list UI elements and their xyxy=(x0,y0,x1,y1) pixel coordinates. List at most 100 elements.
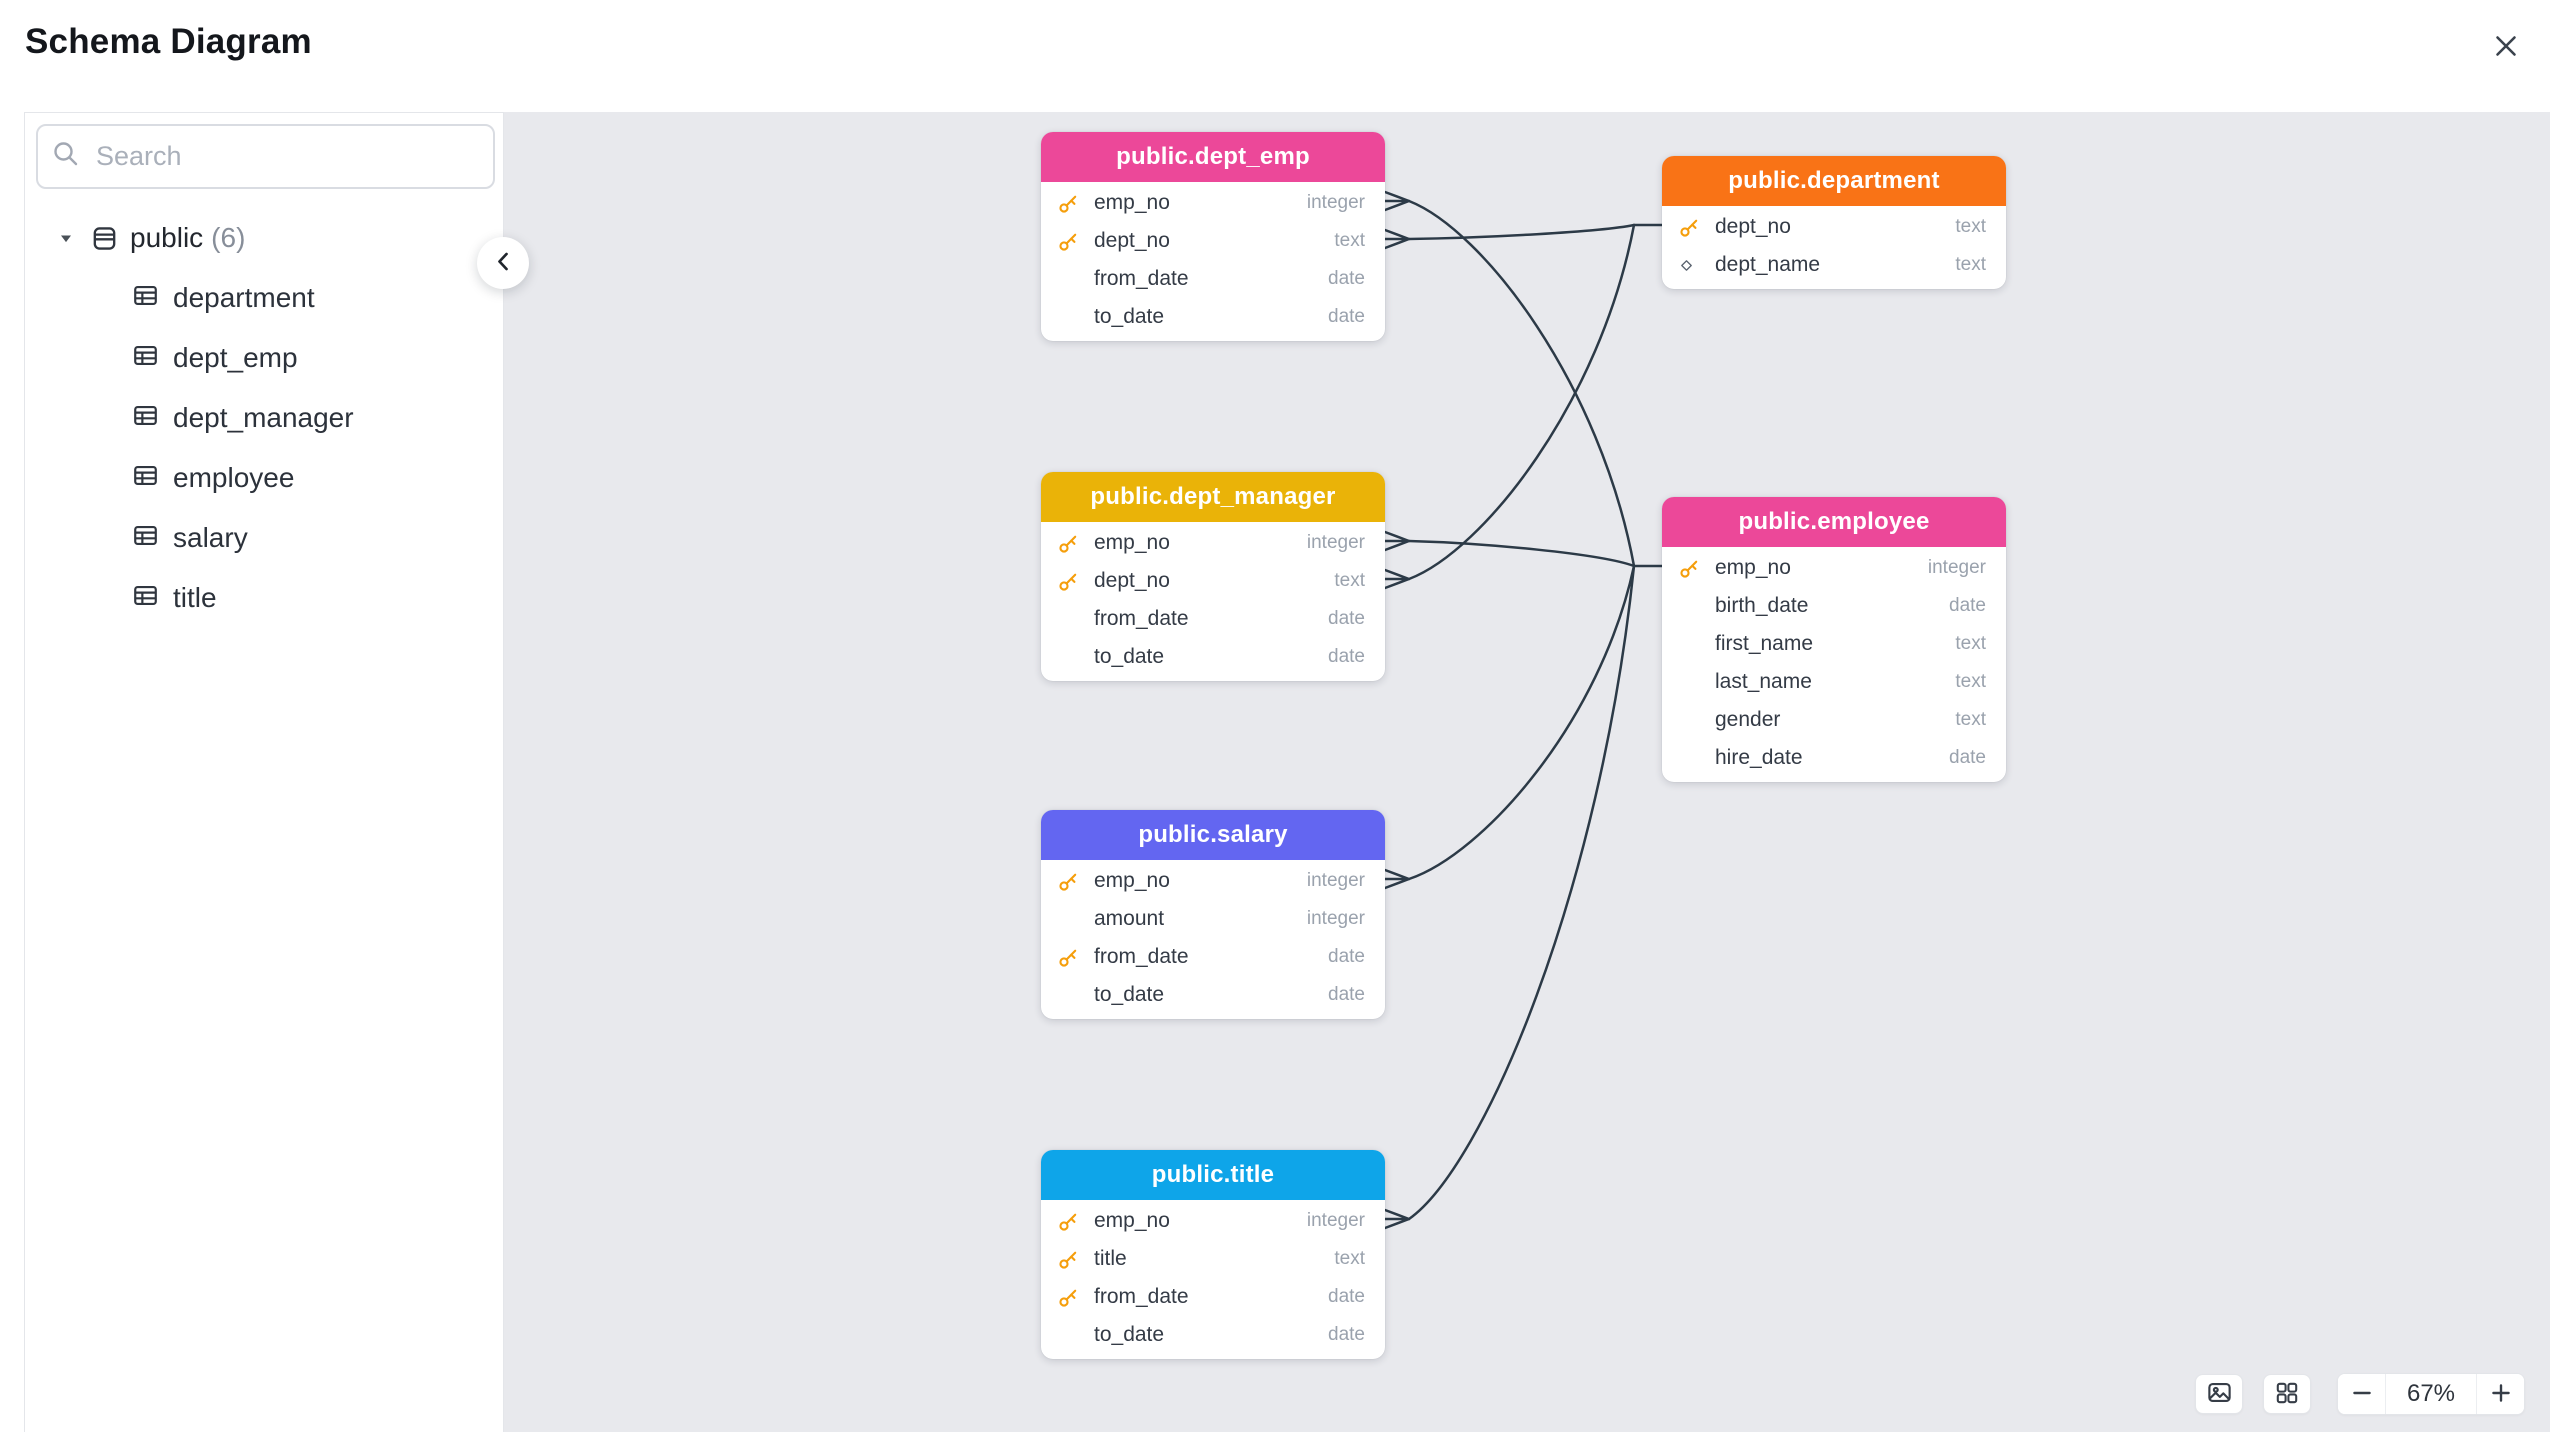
zoom-out-button[interactable] xyxy=(2338,1374,2386,1414)
column-type: integer xyxy=(1306,1210,1365,1231)
column-name: from_date xyxy=(1094,1285,1189,1308)
table-name: dept_manager xyxy=(173,402,354,433)
column-type: date xyxy=(1328,268,1365,289)
sidebar-item-title[interactable]: title xyxy=(131,576,217,620)
zoom-level: 67% xyxy=(2406,1380,2456,1407)
column-name: dept_no xyxy=(1094,569,1170,592)
primary-key-icon xyxy=(1057,531,1094,555)
no-constraint xyxy=(1057,305,1094,329)
table-node-department[interactable]: public.department dept_no text dept_name tex… xyxy=(1662,156,2006,289)
table-name: salary xyxy=(173,522,248,553)
column-row: from_date date xyxy=(1041,600,1385,638)
plus-icon xyxy=(2488,1380,2514,1409)
search-box xyxy=(36,124,495,189)
sidebar-item-dept_manager[interactable]: dept_manager xyxy=(131,396,354,440)
close-button[interactable] xyxy=(2482,23,2530,71)
column-row: emp_no integer xyxy=(1041,524,1385,562)
column-name: from_date xyxy=(1094,267,1189,290)
table-node-title: public.title xyxy=(1041,1150,1385,1200)
column-name: to_date xyxy=(1094,983,1165,1006)
column-type: text xyxy=(1334,570,1365,591)
table-node-dept_emp[interactable]: public.dept_emp emp_no integer dept_no text f… xyxy=(1041,132,1385,341)
column-type: date xyxy=(1328,1324,1365,1345)
table-name: employee xyxy=(173,462,295,493)
table-node-title: public.employee xyxy=(1662,497,2006,547)
search-input[interactable] xyxy=(94,140,481,173)
column-name: from_date xyxy=(1094,945,1189,968)
no-constraint xyxy=(1057,267,1094,291)
column-name: to_date xyxy=(1094,1323,1165,1346)
caret-down-icon[interactable] xyxy=(55,228,77,248)
column-type: integer xyxy=(1306,532,1365,553)
primary-key-icon xyxy=(1057,191,1094,215)
table-node-title: public.dept_manager xyxy=(1041,472,1385,522)
export-image-button[interactable] xyxy=(2195,1374,2243,1414)
table-node-dept_manager[interactable]: public.dept_manager emp_no integer dept_no t… xyxy=(1041,472,1385,681)
column-name: dept_no xyxy=(1715,215,1791,238)
sidebar-schema-public[interactable]: public (6) xyxy=(55,216,245,260)
table-icon xyxy=(131,461,160,495)
column-row: from_date date xyxy=(1041,260,1385,298)
column-type: integer xyxy=(1306,908,1365,929)
sidebar: public (6) department dept_emp dept_manage… xyxy=(24,112,504,1432)
dialog-header: Schema Diagram xyxy=(0,0,2550,112)
column-type: date xyxy=(1949,595,1986,616)
no-constraint xyxy=(1057,983,1094,1007)
column-row: to_date date xyxy=(1041,638,1385,676)
column-name: amount xyxy=(1094,907,1165,930)
column-name: gender xyxy=(1715,708,1781,731)
canvas-toolbar: 67% xyxy=(2195,1373,2525,1415)
column-row: emp_no integer xyxy=(1041,184,1385,222)
table-icon xyxy=(131,281,160,315)
table-node-columns: emp_no integer birth_date date first_name tex… xyxy=(1662,547,2006,782)
chevron-left-icon xyxy=(490,248,517,278)
column-row: emp_no integer xyxy=(1041,1202,1385,1240)
table-node-employee[interactable]: public.employee emp_no integer birth_date da… xyxy=(1662,497,2006,782)
column-type: date xyxy=(1328,646,1365,667)
column-type: text xyxy=(1955,216,1986,237)
sidebar-item-employee[interactable]: employee xyxy=(131,456,294,500)
column-type: text xyxy=(1334,1248,1365,1269)
sidebar-collapse-button[interactable] xyxy=(477,237,529,289)
column-row: dept_name text xyxy=(1662,246,2006,284)
column-name: title xyxy=(1094,1247,1127,1270)
column-name: emp_no xyxy=(1094,191,1170,214)
sidebar-item-department[interactable]: department xyxy=(131,276,315,320)
table-node-title[interactable]: public.title emp_no integer title text from_d… xyxy=(1041,1150,1385,1359)
sidebar-item-salary[interactable]: salary xyxy=(131,516,248,560)
column-row: title text xyxy=(1041,1240,1385,1278)
column-type: text xyxy=(1955,254,1986,275)
column-name: first_name xyxy=(1715,632,1814,655)
auto-layout-button[interactable] xyxy=(2263,1374,2311,1414)
column-name: dept_name xyxy=(1715,253,1821,276)
column-row: to_date date xyxy=(1041,1316,1385,1354)
unique-icon xyxy=(1678,253,1715,277)
sidebar-item-dept_emp[interactable]: dept_emp xyxy=(131,336,298,380)
table-node-columns: emp_no integer dept_no text from_date date to_… xyxy=(1041,522,1385,681)
column-type: text xyxy=(1955,671,1986,692)
column-row: to_date date xyxy=(1041,976,1385,1014)
table-node-columns: emp_no integer dept_no text from_date date to_… xyxy=(1041,182,1385,341)
zoom-in-button[interactable] xyxy=(2476,1374,2524,1414)
column-row: to_date date xyxy=(1041,298,1385,336)
table-icon xyxy=(131,341,160,375)
table-icon xyxy=(131,521,160,555)
table-node-columns: dept_no text dept_name text xyxy=(1662,206,2006,289)
image-icon xyxy=(2206,1379,2233,1409)
primary-key-icon xyxy=(1057,569,1094,593)
column-row: amount integer xyxy=(1041,900,1385,938)
column-row: first_name text xyxy=(1662,625,2006,663)
column-type: date xyxy=(1949,747,1986,768)
no-constraint xyxy=(1057,1323,1094,1347)
primary-key-icon xyxy=(1678,556,1715,580)
column-row: last_name text xyxy=(1662,663,2006,701)
column-name: birth_date xyxy=(1715,594,1809,617)
primary-key-icon xyxy=(1057,1209,1094,1233)
primary-key-icon xyxy=(1057,1247,1094,1271)
diagram-canvas[interactable] xyxy=(503,112,2550,1432)
schema-table-count: (6) xyxy=(211,222,246,253)
column-name: last_name xyxy=(1715,670,1812,693)
grid-layout-icon xyxy=(2274,1380,2300,1409)
table-node-salary[interactable]: public.salary emp_no integer amount integer f… xyxy=(1041,810,1385,1019)
minus-icon xyxy=(2349,1380,2375,1409)
